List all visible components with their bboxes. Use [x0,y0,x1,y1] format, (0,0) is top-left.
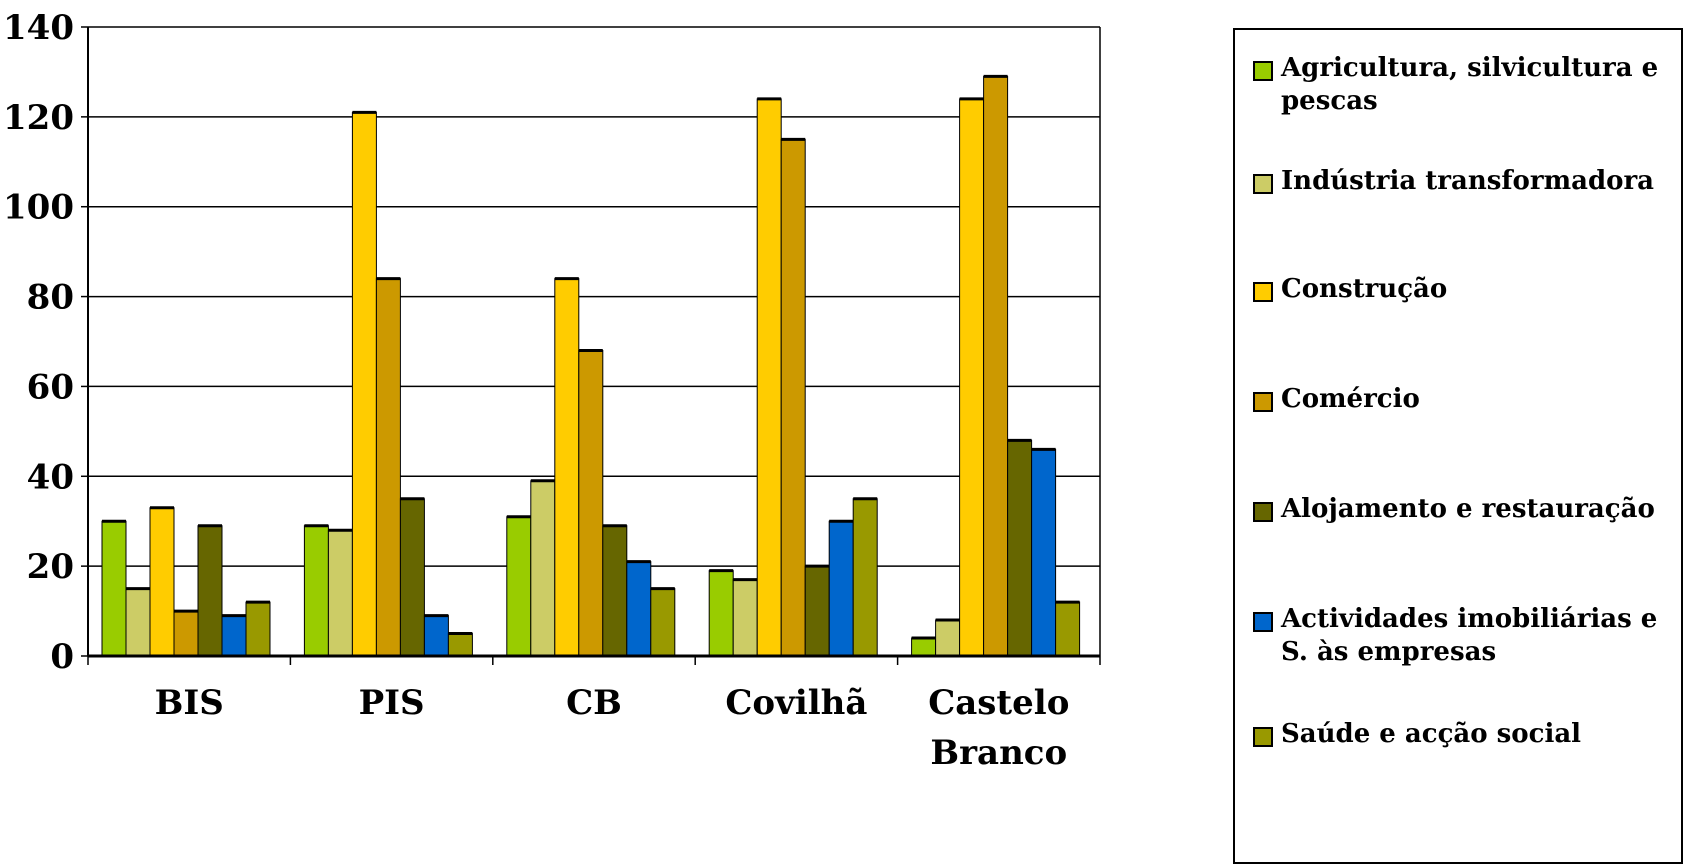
legend-label: Comércio [1281,384,1420,414]
y-axis-ticks: 0 20 40 60 80 100 120 140 [3,8,88,677]
bar [626,561,652,657]
bar [911,637,937,657]
y-tick-label: 120 [3,98,74,138]
legend-item: Alojamento e restauração [1253,493,1683,526]
bar [530,480,556,657]
bar [554,278,580,657]
bar [447,633,473,657]
legend-swatch [1253,392,1273,412]
y-tick-label: 100 [3,188,74,228]
bar [245,601,271,657]
legend-label: Actividades imobiliárias e S. às empresa… [1281,604,1658,667]
legend-swatch [1253,727,1273,747]
bar [852,498,878,657]
bar [602,525,628,657]
y-tick-label: 60 [27,367,74,407]
legend: Agricultura, silvicultura e pescas Indúst… [1233,28,1683,864]
legend-label: Indústria transformadora [1281,166,1655,196]
bar [983,75,1009,657]
bar [125,588,151,657]
x-tick-label: BIS [155,683,224,723]
y-tick-label: 140 [3,8,74,48]
bar [732,579,758,657]
bar [173,610,199,657]
bar [780,138,806,657]
bar [804,565,830,657]
x-tick-label: PIS [359,683,425,723]
legend-swatch [1253,612,1273,632]
bar [221,615,247,657]
legend-item: Actividades imobiliárias e S. às empresa… [1253,603,1683,669]
legend-swatch [1253,61,1273,81]
bar [708,570,734,657]
y-tick-label: 40 [27,457,74,497]
y-tick-label: 20 [27,547,74,587]
bar [375,278,401,657]
x-axis-ticks: BIS PIS CB Covilhã Castelo Branco [87,656,1101,773]
bar [149,507,175,657]
legend-item: Saúde e acção social [1253,718,1683,751]
legend-label: Alojamento e restauração [1281,494,1655,524]
legend-label: Saúde e acção social [1281,719,1582,749]
bar [351,111,377,657]
x-tick-label: Covilhã [725,683,867,723]
bar [828,520,854,657]
legend-item: Comércio [1253,383,1683,416]
bar [423,615,449,657]
bar [959,98,985,657]
bar [935,619,961,657]
legend-swatch [1253,502,1273,522]
bar [197,525,223,657]
x-tick-label: CB [566,683,622,723]
bar-chart: 0 20 40 60 80 100 120 140 BIS PIS CB Covilhã Castel… [3,8,1101,773]
legend-label: Construção [1281,274,1448,304]
legend-item: Indústria transformadora [1253,165,1683,198]
legend-item: Construção [1253,273,1683,306]
bar [101,520,127,657]
legend-item: Agricultura, silvicultura e pescas [1253,52,1683,118]
bar [578,349,604,657]
y-tick-label: 0 [50,637,74,677]
bar [303,525,329,657]
bar [1007,439,1033,657]
axes [87,27,1101,658]
bar [399,498,425,657]
y-tick-label: 80 [27,278,74,318]
bar [327,529,353,657]
bars [101,74,1081,657]
bar [756,98,782,657]
legend-label: Agricultura, silvicultura e pescas [1281,53,1659,116]
legend-swatch [1253,282,1273,302]
bar [506,516,532,657]
bar [650,588,676,657]
x-tick-label: Castelo Branco [928,683,1069,773]
bar [1055,601,1081,657]
legend-swatch [1253,174,1273,194]
bar [1031,448,1057,657]
